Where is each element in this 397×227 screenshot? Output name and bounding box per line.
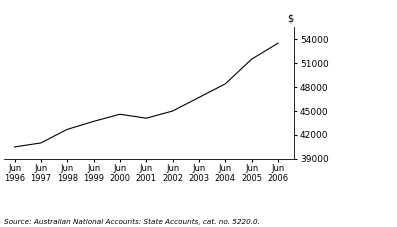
Text: Source: Australian National Accounts: State Accounts, cat. no. 5220.0.: Source: Australian National Accounts: St… xyxy=(4,219,260,225)
Text: $: $ xyxy=(288,13,294,23)
